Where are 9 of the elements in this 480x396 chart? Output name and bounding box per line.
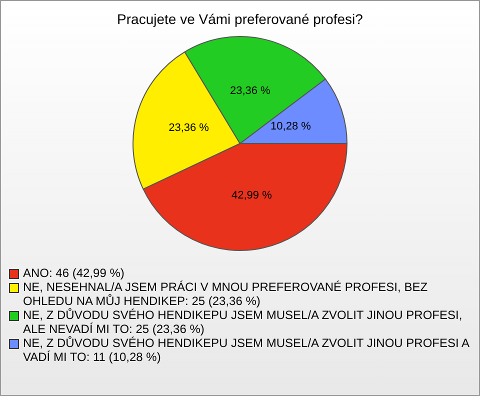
data-label: 42,99 % (231, 190, 272, 202)
legend-label: NE, Z DŮVODU SVÉHO HENDIKEPU JSEM MUSEL/A ZVOLIT JINOU PROFESI A VADÍ MI TO: 11 (10,28 %) (23, 336, 470, 364)
data-label: 10,28 % (270, 120, 312, 133)
slice-label: ANO: 46 (42,99 %) (23, 266, 124, 280)
legend-label: NE, NESEHNAL/A JSEM PRÁCI V MNOU PREFEROVANÉ PROFESI, BEZ OHLEDU NA MŮJ HENDIKEP: 25 (23,36 %) (23, 280, 429, 308)
data-label: 23,36 % (230, 85, 271, 98)
data-label: 23,36 % (168, 122, 210, 134)
chart-title: Pracujete ve Vámi preferované profesi? (116, 11, 364, 27)
legend-label: NE, Z DŮVODU SVÉHO HENDIKEPU JSEM MUSEL/A ZVOLIT JINOU PROFESI, ALE NEVADÍ MI TO: 25 (23,36 %) (23, 308, 464, 336)
